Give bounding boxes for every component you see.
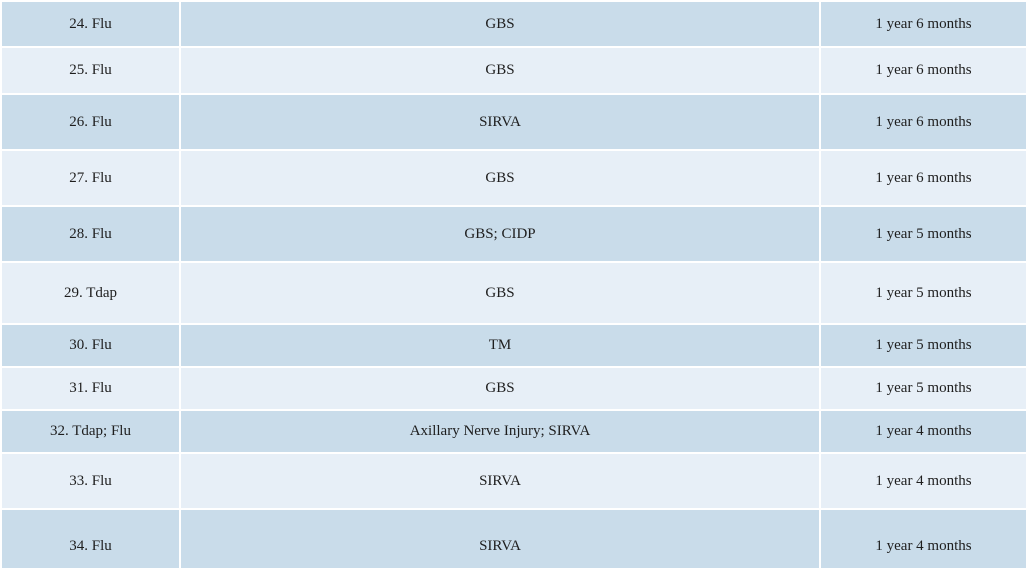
- cell-vaccine: 29. Tdap: [0, 261, 181, 325]
- cell-vaccine: 25. Flu: [0, 46, 181, 95]
- cell-injury: GBS: [179, 149, 821, 207]
- cell-duration: 1 year 6 months: [819, 46, 1026, 95]
- cell-injury: GBS: [179, 0, 821, 48]
- cell-vaccine: 34. Flu: [0, 508, 181, 570]
- cell-duration: 1 year 5 months: [819, 366, 1026, 411]
- cell-injury: Axillary Nerve Injury; SIRVA: [179, 409, 821, 454]
- cell-duration: 1 year 4 months: [819, 409, 1026, 454]
- cell-duration: 1 year 6 months: [819, 149, 1026, 207]
- cell-duration: 1 year 4 months: [819, 452, 1026, 510]
- cell-injury: SIRVA: [179, 93, 821, 151]
- cell-duration: 1 year 4 months: [819, 508, 1026, 570]
- cell-vaccine: 24. Flu: [0, 0, 181, 48]
- cell-duration: 1 year 5 months: [819, 261, 1026, 325]
- cell-duration: 1 year 6 months: [819, 93, 1026, 151]
- cell-vaccine: 30. Flu: [0, 323, 181, 368]
- table-row: 27. Flu GBS 1 year 6 months: [0, 149, 1026, 207]
- cell-duration: 1 year 5 months: [819, 323, 1026, 368]
- cell-duration: 1 year 6 months: [819, 0, 1026, 48]
- table-row: 24. Flu GBS 1 year 6 months: [0, 0, 1026, 48]
- table-row: 33. Flu SIRVA 1 year 4 months: [0, 452, 1026, 510]
- table-row: 31. Flu GBS 1 year 5 months: [0, 366, 1026, 411]
- table-row: 32. Tdap; Flu Axillary Nerve Injury; SIRV…: [0, 409, 1026, 454]
- table-row: 29. Tdap GBS 1 year 5 months: [0, 261, 1026, 325]
- table-row: 25. Flu GBS 1 year 6 months: [0, 46, 1026, 95]
- cell-vaccine: 31. Flu: [0, 366, 181, 411]
- table-row: 34. Flu SIRVA 1 year 4 months: [0, 508, 1026, 570]
- cell-vaccine: 33. Flu: [0, 452, 181, 510]
- cell-vaccine: 26. Flu: [0, 93, 181, 151]
- cell-injury: SIRVA: [179, 508, 821, 570]
- cell-injury: GBS: [179, 366, 821, 411]
- table-row: 30. Flu TM 1 year 5 months: [0, 323, 1026, 368]
- cell-injury: TM: [179, 323, 821, 368]
- cell-injury: SIRVA: [179, 452, 821, 510]
- cell-vaccine: 28. Flu: [0, 205, 181, 263]
- cell-duration: 1 year 5 months: [819, 205, 1026, 263]
- cell-injury: GBS: [179, 261, 821, 325]
- cell-vaccine: 27. Flu: [0, 149, 181, 207]
- cell-vaccine: 32. Tdap; Flu: [0, 409, 181, 454]
- cell-injury: GBS; CIDP: [179, 205, 821, 263]
- table-row: 28. Flu GBS; CIDP 1 year 5 months: [0, 205, 1026, 263]
- cell-injury: GBS: [179, 46, 821, 95]
- table-row: 26. Flu SIRVA 1 year 6 months: [0, 93, 1026, 151]
